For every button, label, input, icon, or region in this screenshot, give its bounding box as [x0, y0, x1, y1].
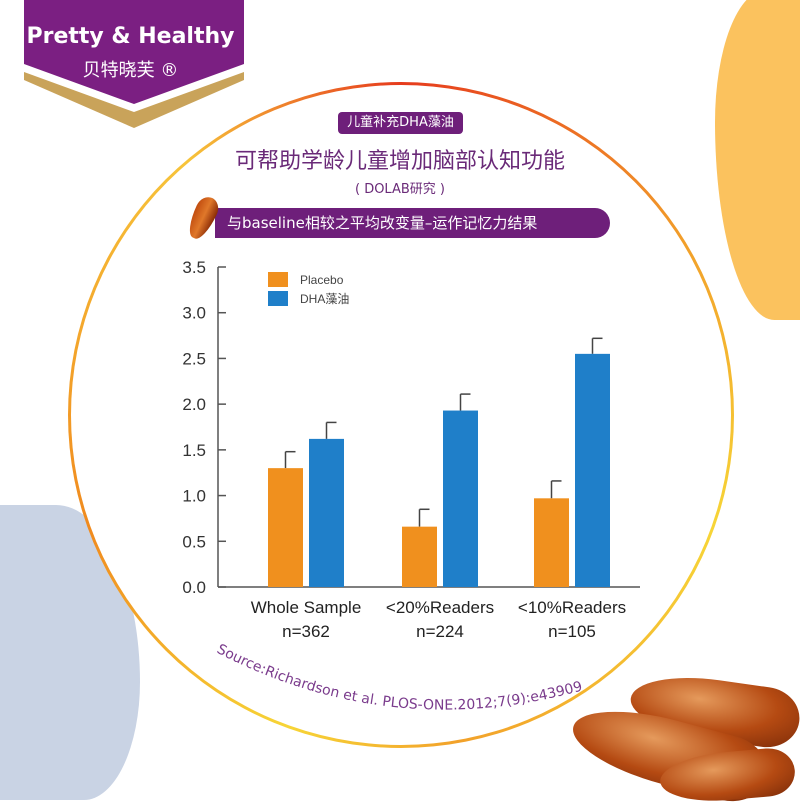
y-tick-label: 1.5 [182, 441, 206, 460]
brand-name-en: Pretty & Healthy [26, 24, 235, 49]
bar-dha [575, 353, 610, 587]
legend-swatch [268, 272, 288, 287]
y-tick-label: 2.0 [182, 395, 206, 414]
bar-dha [309, 438, 344, 587]
chart-title-banner: 与baseline相较之平均改变量–运作记忆力结果 [215, 208, 610, 238]
x-tick-sample-size: n=105 [548, 622, 596, 641]
legend-label: DHA藻油 [300, 292, 349, 306]
bar-placebo [534, 498, 569, 587]
y-tick-label: 2.5 [182, 349, 206, 368]
headline: 可帮助学龄儿童增加脑部认知功能 [234, 149, 565, 174]
y-tick-label: 0.0 [182, 578, 206, 597]
bar-placebo [402, 526, 437, 587]
x-tick-label: Whole Sample [251, 598, 362, 617]
y-tick-label: 0.5 [182, 532, 206, 551]
x-tick-sample-size: n=224 [416, 622, 464, 641]
topic-badge: 儿童补充DHA藻油 [338, 112, 463, 134]
legend-label: Placebo [300, 273, 344, 287]
bar-dha [443, 410, 478, 587]
y-tick-label: 3.5 [182, 258, 206, 277]
brand-logo: Pretty & Healthy 贝特晓芙 ® [14, 0, 247, 130]
x-tick-sample-size: n=362 [282, 622, 330, 641]
study-label: ( DOLAB研究 ) [354, 182, 445, 197]
x-tick-label: <10%Readers [518, 598, 626, 617]
bar-placebo [268, 468, 303, 587]
legend-swatch [268, 291, 288, 306]
y-tick-label: 1.0 [182, 487, 206, 506]
brand-name-cn: 贝特晓芙 ® [82, 60, 179, 81]
source-citation: Source:Richardson et al. PLOS-ONE.2012;7… [214, 641, 584, 713]
source-citation-text: Source:Richardson et al. PLOS-ONE.2012;7… [214, 641, 584, 713]
x-tick-label: <20%Readers [386, 598, 494, 617]
decor-ring [68, 82, 734, 748]
y-tick-label: 3.0 [182, 304, 206, 323]
